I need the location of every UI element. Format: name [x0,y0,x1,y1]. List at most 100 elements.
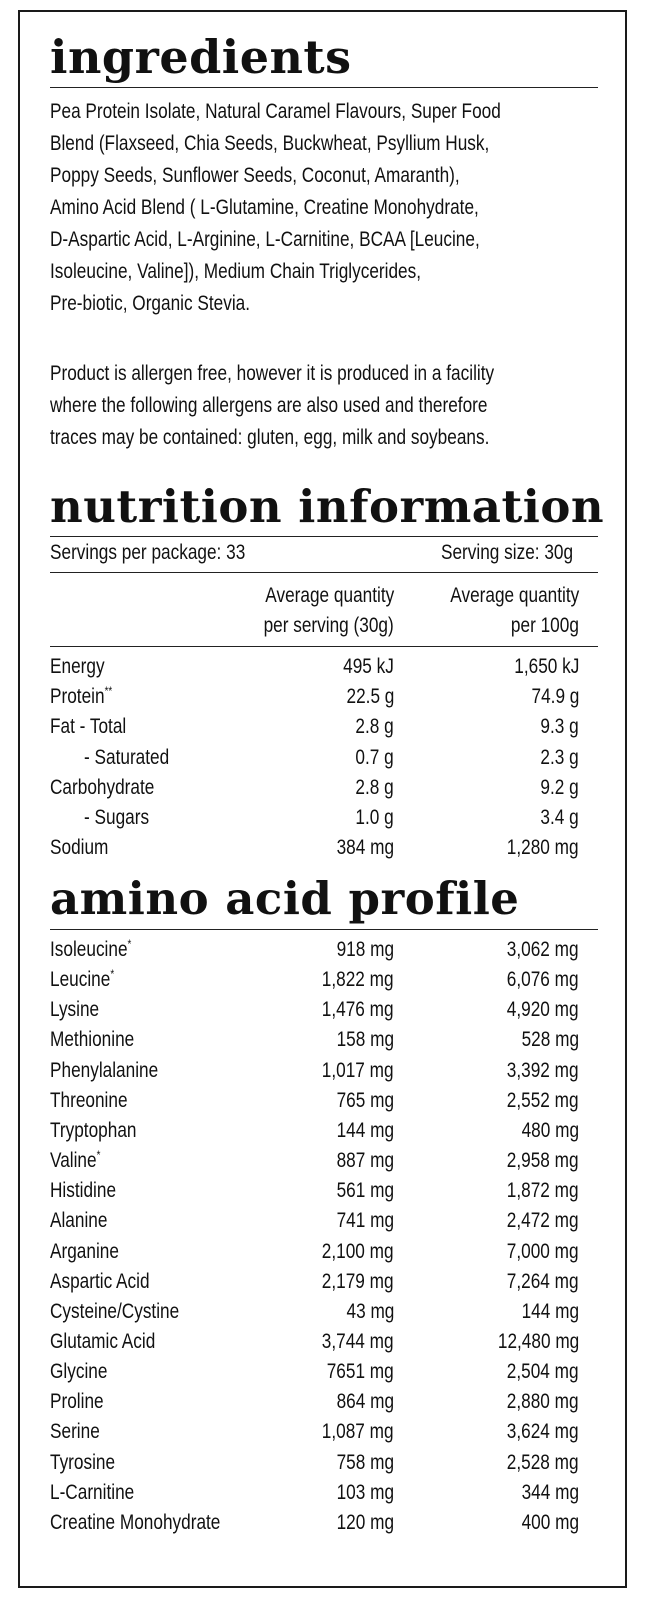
nutrition-row-label: - Sugars [84,803,149,833]
amino-row-per-100g: 3,062 mg [507,938,579,961]
nutrition-row-name: Sodium [50,836,109,860]
amino-row-name: Glycine [50,1360,108,1384]
amino-row-per-100g: 480 mg [521,1118,579,1142]
amino-row-per-100g: 2,528 mg [507,1450,579,1474]
nutrition-row-per-serving: 22.5 g [346,685,394,709]
nutrition-row-name: Carbohydrate [50,775,155,799]
label-panel [18,10,627,1588]
ingredients-line: Pea Protein Isolate, Natural Caramel Fla… [50,100,501,123]
nutrition-row-label: Energy [50,652,105,682]
amino-row-name: Lysine [50,998,100,1022]
amino-row-per-100g: 7,264 mg [507,1269,579,1293]
footnote-mark: * [127,937,132,951]
servings-per-package: Servings per package: 33 [50,541,246,564]
amino-row-per-100g: 528 mg [521,1028,579,1052]
amino-row-per-serving: 918 mg [336,938,394,961]
nutrition-rule-top [50,536,598,537]
amino-row-name: Creatine Monohydrate [50,1510,221,1534]
amino-row-per-serving: 887 mg [336,1149,394,1173]
amino-row-label: Methionine [50,1025,134,1055]
nutrition-row-per-100g: 9.3 g [540,715,579,739]
amino-row-name: Proline [50,1390,104,1414]
amino-row-name: Tryptophan [50,1118,137,1142]
nutrition-row-name: - Saturated [84,745,170,769]
col-header-per-100g-2: per 100g [511,614,579,637]
amino-row-label: Tyrosine [50,1448,115,1478]
amino-row-label: Serine [50,1417,100,1447]
nutrition-row-per-100g: 1,280 mg [507,836,579,860]
footnote-mark: * [110,967,115,982]
amino-row-name: Alanine [50,1209,108,1233]
amino-heading: amino acid profile [50,872,520,925]
amino-row-per-100g: 2,958 mg [507,1149,579,1173]
ingredients-line: Pre-biotic, Organic Stevia. [50,292,251,315]
amino-row-label: Cysteine/Cystine [50,1297,179,1327]
amino-row-name: Methionine [50,1028,135,1052]
allergen-line: where the following allergens are also u… [50,394,488,417]
nutrition-row-per-serving: 384 mg [336,836,394,860]
nutrition-row-per-serving: 1.0 g [355,806,394,829]
nutrition-row-per-serving: 2.8 g [355,775,394,799]
allergen-line: traces may be contained: gluten, egg, mi… [50,426,490,449]
amino-row-label: Alanine [50,1206,107,1236]
col-header-per-serving-2: per serving (30g) [263,614,394,637]
nutrition-heading: nutrition information [50,480,605,533]
amino-row-name: Phenylalanine [50,1058,159,1082]
nutrition-row-name: - Sugars [84,806,150,829]
amino-row-name: Isoleucine [50,938,128,961]
nutrition-row-per-serving: 0.7 g [355,745,394,769]
amino-row-per-100g: 2,552 mg [507,1088,579,1112]
nutrition-row-label: Fat - Total [50,712,126,742]
amino-row-label: Lysine [50,995,99,1025]
amino-row-per-100g: 2,504 mg [507,1360,579,1384]
ingredients-line: Poppy Seeds, Sunflower Seeds, Coconut, A… [50,164,460,187]
amino-row-per-100g: 1,872 mg [507,1179,579,1203]
nutrition-row-name: Protein [50,685,105,709]
amino-row-per-serving: 1,017 mg [322,1058,394,1082]
footnote-mark: ** [104,684,113,699]
amino-row-per-serving: 3,744 mg [322,1329,394,1353]
nutrition-row-label: - Saturated [84,743,169,773]
amino-row-name: Cysteine/Cystine [50,1299,180,1323]
amino-row-name: Aspartic Acid [50,1269,150,1293]
nutrition-row-name: Energy [50,655,105,678]
nutrition-row-label: Sodium [50,833,108,863]
amino-row-per-serving: 741 mg [336,1209,394,1233]
amino-row-label: Phenylalanine [50,1056,158,1086]
nutrition-rule-servings [50,572,598,573]
ingredients-text: Pea Protein Isolate, Natural Caramel Fla… [50,96,610,320]
amino-row-label: Valine* [50,1146,100,1176]
nutrition-row-name: Fat - Total [50,715,127,739]
ingredients-line: Amino Acid Blend ( L-Glutamine, Creatine… [50,196,479,219]
amino-row-name: Threonine [50,1088,128,1112]
amino-row-per-100g: 7,000 mg [507,1239,579,1263]
amino-row-per-serving: 765 mg [336,1088,394,1112]
amino-row-label: Arganine [50,1237,119,1267]
amino-row-per-serving: 2,100 mg [322,1239,394,1263]
nutrition-row-label: Protein** [50,682,112,712]
amino-row-per-serving: 103 mg [336,1480,394,1504]
amino-row-name: Serine [50,1420,100,1444]
amino-row-label: Threonine [50,1086,128,1116]
ingredients-rule [50,87,598,88]
amino-row-label: Glycine [50,1357,107,1387]
amino-row-label: Histidine [50,1176,116,1206]
amino-row-label: L-Carnitine [50,1478,134,1508]
amino-row-per-100g: 2,472 mg [507,1209,579,1233]
amino-row-per-serving: 120 mg [336,1510,394,1534]
amino-row-per-100g: 144 mg [521,1299,579,1323]
amino-row-per-100g: 3,392 mg [507,1058,579,1082]
amino-row-name: Glutamic Acid [50,1329,156,1353]
nutrition-row-per-100g: 3.4 g [540,806,579,829]
amino-row-label: Leucine* [50,965,114,995]
amino-row-per-serving: 1,087 mg [322,1420,394,1444]
allergen-line: Product is allergen free, however it is … [50,362,495,385]
amino-row-name: Arganine [50,1239,119,1263]
amino-row-per-serving: 158 mg [336,1028,394,1052]
amino-row-name: Valine [50,1149,97,1173]
nutrition-row-label: Carbohydrate [50,773,154,803]
amino-row-per-serving: 7651 mg [326,1360,394,1384]
col-header-per-100g-1: Average quantity [450,584,579,607]
amino-row-label: Glutamic Acid [50,1327,155,1357]
ingredients-line: D-Aspartic Acid, L-Arginine, L-Carnitine… [50,228,480,251]
